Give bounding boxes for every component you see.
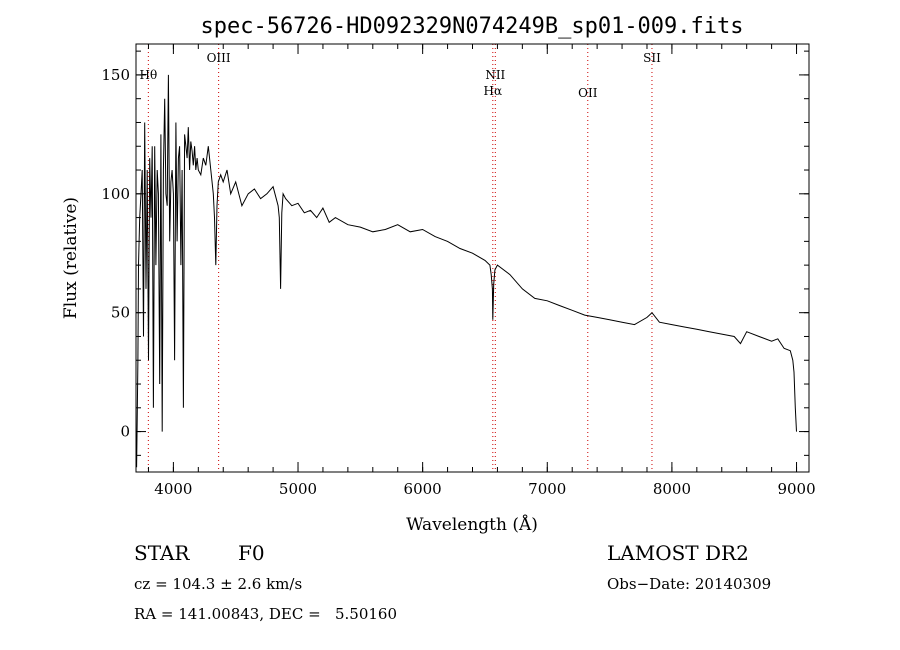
line-label: Hθ — [139, 68, 157, 82]
spectrum-line — [136, 74, 797, 468]
object-class: STAR — [134, 541, 190, 565]
x-tick-label: 9000 — [777, 480, 815, 498]
coordinates: RA = 141.00843, DEC = 5.50160 — [134, 605, 398, 623]
x-tick-label: 6000 — [404, 480, 442, 498]
chart-title: spec-56726-HD092329N074249B_sp01-009.fit… — [200, 14, 743, 39]
x-axis-label: Wavelength (Å) — [406, 514, 538, 535]
survey-name: LAMOST DR2 — [607, 541, 749, 565]
y-tick-label: 50 — [111, 304, 130, 322]
axes: 4000 5000 6000 7000 8000 9000 0 50 100 150 — [101, 44, 816, 498]
x-tick-label: 8000 — [653, 480, 691, 498]
obs-date: Obs−Date: 20140309 — [607, 575, 772, 593]
x-tick-label: 7000 — [528, 480, 566, 498]
spectral-type: F0 — [238, 541, 265, 565]
x-tick-label: 5000 — [279, 480, 317, 498]
y-tick-label: 150 — [101, 66, 130, 84]
x-tick-label: 4000 — [154, 480, 192, 498]
y-tick-label: 100 — [101, 185, 130, 203]
line-label: SII — [643, 51, 661, 65]
line-label: OIII — [207, 51, 231, 65]
line-label: OII — [578, 86, 598, 100]
plot-frame — [135, 43, 810, 473]
emission-line-markers: Hθ OIII NII Hα OII SII — [139, 44, 661, 472]
redshift-text: cz = 104.3 ± 2.6 km/s — [134, 575, 303, 593]
y-axis-label: Flux (relative) — [61, 197, 81, 319]
line-label: NII — [485, 68, 505, 82]
line-label: Hα — [484, 84, 503, 98]
y-tick-label: 0 — [120, 423, 130, 441]
spectrum-series — [136, 74, 797, 468]
